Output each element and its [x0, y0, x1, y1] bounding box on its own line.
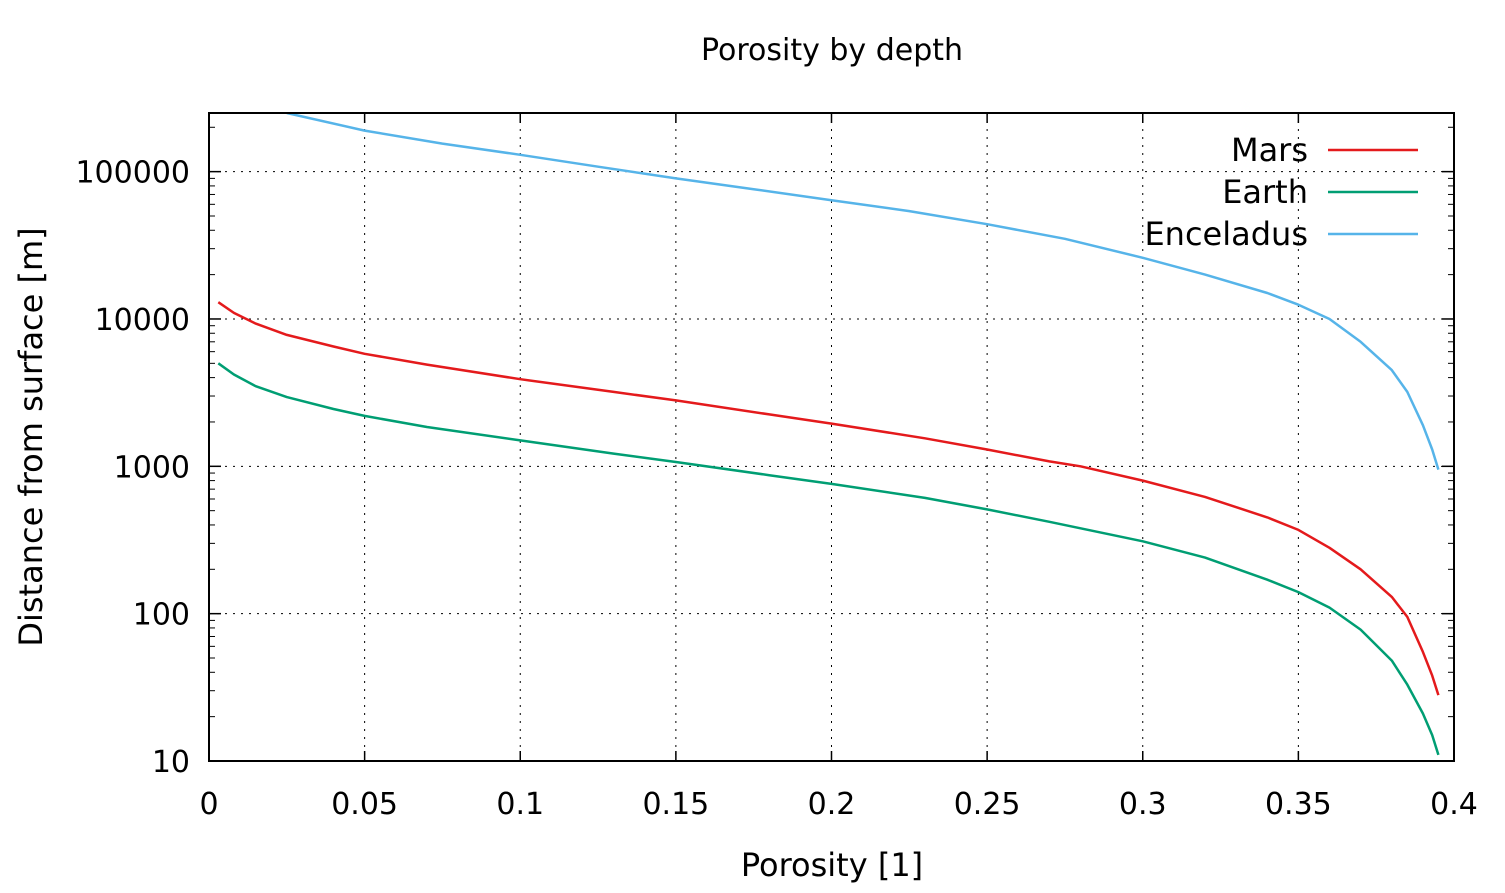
x-tick-label: 0.2	[808, 787, 856, 822]
x-tick-label: 0.3	[1119, 787, 1167, 822]
x-tick-label: 0.15	[642, 787, 709, 822]
x-tick-label: 0.25	[954, 787, 1021, 822]
legend-label-mars: Mars	[1231, 131, 1308, 169]
legend: Mars Earth Enceladus	[1144, 131, 1418, 253]
x-tick-label: 0.1	[496, 787, 544, 822]
y-tick-label: 100000	[75, 156, 190, 191]
y-tick-label: 10	[152, 745, 190, 780]
x-tick-label: 0.05	[331, 787, 398, 822]
series-line-earth	[217, 362, 1440, 756]
legend-label-enceladus: Enceladus	[1144, 215, 1308, 253]
legend-label-earth: Earth	[1222, 173, 1308, 211]
x-tick-label: 0	[199, 787, 218, 822]
chart-title: Porosity by depth	[701, 33, 963, 68]
series-lines	[217, 113, 1440, 756]
x-tick-label: 0.35	[1265, 787, 1332, 822]
x-tick-label: 0.4	[1430, 787, 1478, 822]
y-tick-label: 10000	[95, 303, 190, 338]
y-tick-label: 100	[133, 598, 190, 633]
series-line-mars	[217, 301, 1440, 696]
y-axis-label: Distance from surface [m]	[12, 227, 50, 646]
axis-ticks: 0 0.05 0.1 0.15 0.2 0.25 0.3 0.35 0.4 10 100 1000 10…	[75, 113, 1478, 822]
series-line-enceladus	[286, 113, 1440, 470]
y-tick-label: 1000	[114, 450, 190, 485]
x-axis-label: Porosity [1]	[741, 846, 923, 884]
